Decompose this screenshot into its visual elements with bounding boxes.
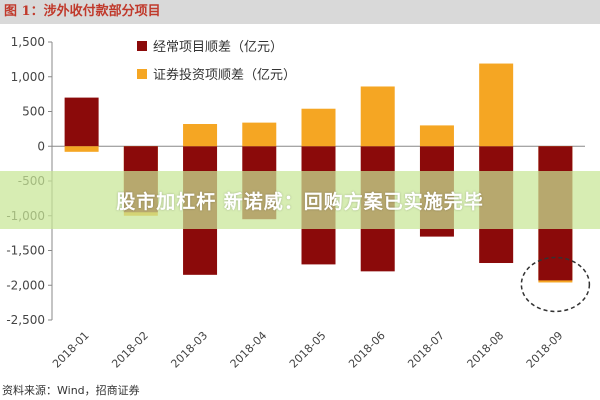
y-tick-label: 1,000 xyxy=(11,70,45,84)
legend-label-series2: 证券投资项顺差（亿元） xyxy=(153,67,296,83)
x-tick-label: 2018-01 xyxy=(50,329,92,371)
y-tick-label: 1,500 xyxy=(11,35,45,49)
bar-series2 xyxy=(183,124,218,147)
x-tick-label: 2018-06 xyxy=(346,329,388,371)
bar-series2 xyxy=(301,108,336,147)
y-tick-label: 500 xyxy=(22,105,45,119)
legend-swatch-series2 xyxy=(137,69,147,79)
overlay-banner: 股市加杠杆 新诺威：回购方案已实施完毕 xyxy=(0,171,600,229)
x-tick-label: 2018-07 xyxy=(405,329,447,371)
y-tick-label: 0 xyxy=(37,139,45,153)
source-note: 资料来源：Wind，招商证券 xyxy=(2,384,140,397)
bar-series2 xyxy=(64,146,99,152)
bar-series1 xyxy=(64,97,99,147)
chart-title: 图 1：涉外收付款部分项目 xyxy=(0,0,600,24)
y-tick-label: -1,500 xyxy=(6,244,45,258)
y-tick-label: -2,000 xyxy=(6,278,45,292)
bar-series2 xyxy=(242,122,277,147)
x-tick-label: 2018-05 xyxy=(287,329,329,371)
x-tick-label: 2018-09 xyxy=(524,329,566,371)
legend: 经常项目顺差（亿元） 证券投资项顺差（亿元） xyxy=(137,40,296,83)
x-tick-label: 2018-04 xyxy=(228,329,270,371)
overlay-headline: 股市加杠杆 新诺威：回购方案已实施完毕 xyxy=(116,190,484,213)
legend-label-series1: 经常项目顺差（亿元） xyxy=(153,40,283,55)
bar-series2 xyxy=(360,86,395,147)
bar-series2 xyxy=(479,63,514,147)
y-tick-label: -2,500 xyxy=(6,313,45,327)
bar-series2 xyxy=(419,125,454,147)
legend-swatch-series1 xyxy=(137,41,147,51)
x-tick-label: 2018-03 xyxy=(168,329,210,371)
x-tick-label: 2018-02 xyxy=(109,329,151,371)
highlight-circle xyxy=(520,256,591,313)
x-tick-label: 2018-08 xyxy=(465,329,507,371)
